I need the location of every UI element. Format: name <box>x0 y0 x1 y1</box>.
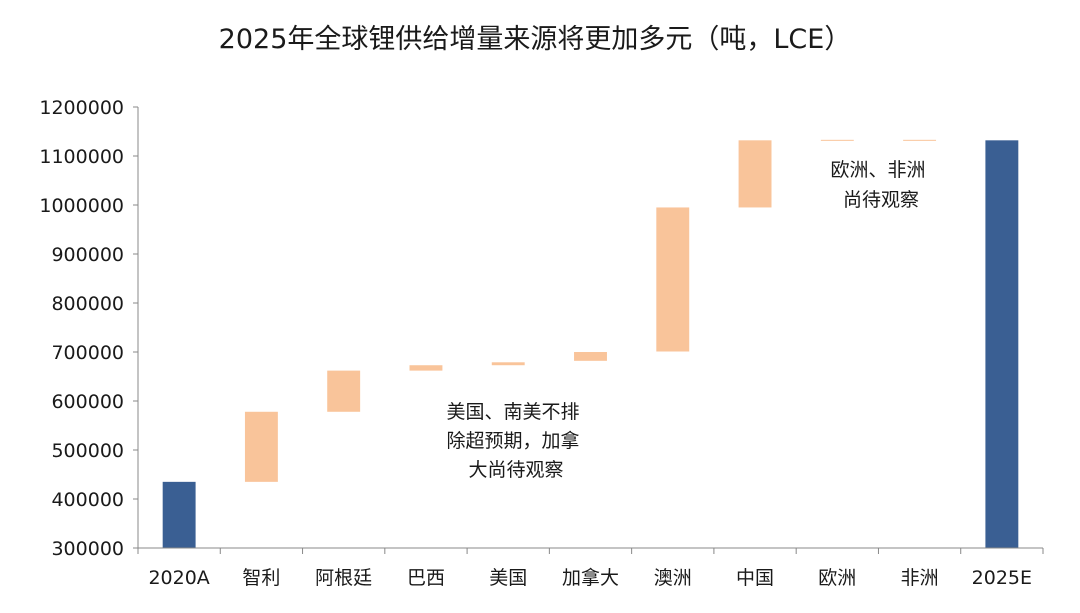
bar-increment <box>903 139 937 141</box>
annotation-europe-africa-line-1: 欧洲、非洲 <box>830 159 925 181</box>
y-ticks <box>133 106 1044 554</box>
x-tick-label: 2025E <box>972 567 1032 589</box>
annotation-americas-line-3: 大尚待观察 <box>468 459 563 481</box>
x-tick-label: 澳洲 <box>654 567 692 589</box>
annotation-europe-africa: 欧洲、非洲 尚待观察 <box>830 159 931 211</box>
y-tick-label: 400000 <box>51 489 124 511</box>
x-tick-label: 智利 <box>242 567 280 589</box>
y-tick-label: 500000 <box>51 440 124 462</box>
x-tick-label: 非洲 <box>901 567 939 589</box>
bar-increment <box>491 362 525 366</box>
bar-total <box>162 481 196 548</box>
annotation-americas-line-1: 美国、南美不排 <box>446 401 579 423</box>
y-tick-label: 300000 <box>51 538 124 560</box>
bar-increment <box>738 140 772 208</box>
y-tick-label: 800000 <box>51 293 124 315</box>
y-tick-label: 1000000 <box>39 195 124 217</box>
y-tick-label: 1100000 <box>39 146 124 168</box>
bar-increment <box>574 352 607 361</box>
annotation-americas-line-2: 除超预期，加拿 <box>446 429 579 452</box>
annotation-americas: 美国、南美不排 除超预期，加拿 大尚待观察 <box>446 401 585 481</box>
y-tick-labels: 300000 400000 500000 600000 700000 800000 9000… <box>39 97 124 560</box>
annotation-europe-africa-line-2: 尚待观察 <box>843 189 919 211</box>
y-tick-label: 1200000 <box>39 97 124 119</box>
x-tick-labels: 2020A 智利 阿根廷 巴西 美国 加拿大 澳洲 中国 欧洲 非洲 2025E <box>148 566 1032 589</box>
x-tick-label: 美国 <box>489 567 527 589</box>
x-tick-label: 加拿大 <box>562 566 619 589</box>
x-tick-label: 2020A <box>148 567 209 589</box>
bar-increment <box>820 139 854 141</box>
x-tick-label: 阿根廷 <box>315 567 372 589</box>
bar-total <box>985 140 1019 548</box>
x-tick-label: 巴西 <box>407 567 445 589</box>
x-tick-label: 中国 <box>736 567 774 589</box>
y-tick-label: 900000 <box>51 244 124 266</box>
bar-increment <box>656 207 690 352</box>
bar-increment <box>409 365 443 371</box>
y-tick-label: 700000 <box>51 342 124 364</box>
bars <box>162 139 1019 548</box>
bar-increment <box>327 370 361 412</box>
bar-increment <box>244 411 278 482</box>
chart-title: 2025年全球锂供给增量来源将更加多元（吨，LCE） <box>219 24 852 55</box>
y-tick-label: 600000 <box>51 391 124 413</box>
x-tick-label: 欧洲 <box>818 567 856 589</box>
